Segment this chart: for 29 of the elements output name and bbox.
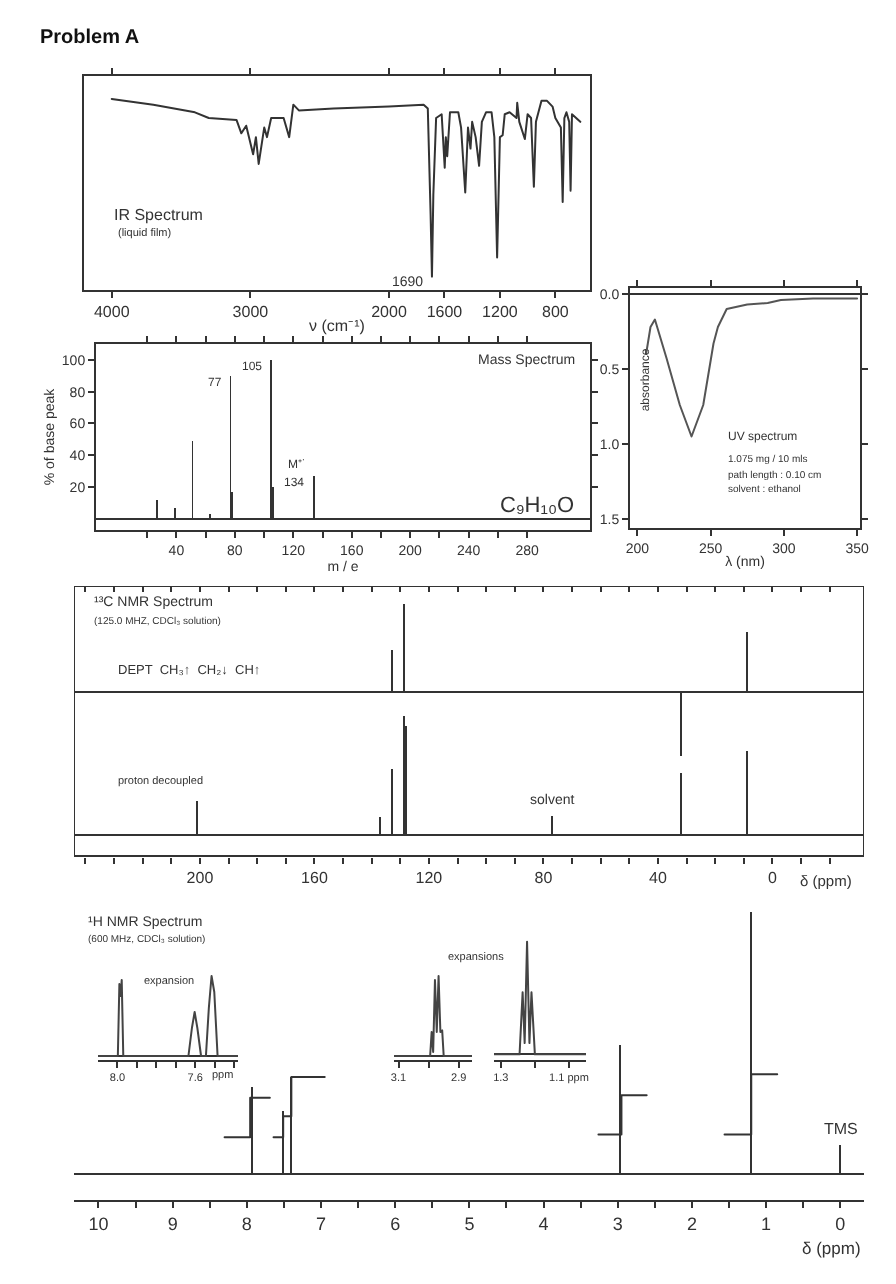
x-tick-label: 0 xyxy=(835,1213,846,1234)
x-tick-label: 6 xyxy=(390,1213,401,1234)
x-tick-label: 4000 xyxy=(93,303,131,322)
x-tick-label: 1600 xyxy=(426,303,464,322)
annotation: IR Spectrum xyxy=(114,206,204,224)
x-tick-label: 10 xyxy=(88,1213,109,1234)
x-tick-label: 40 xyxy=(649,869,668,888)
chart-title: Problem A xyxy=(40,27,140,49)
x-tick-label: 8 xyxy=(241,1213,252,1234)
x-tick-label: 3000 xyxy=(232,303,270,322)
x-axis-title: δ (ppm) xyxy=(802,1238,861,1258)
x-tick-label: 1 xyxy=(761,1213,772,1234)
annotation: TMS xyxy=(824,1120,858,1138)
x-tick-label: 80 xyxy=(534,869,554,888)
x-tick-label: 200 xyxy=(186,869,215,888)
x-axis-title: ν (cm⁻¹) xyxy=(309,317,366,336)
x-tick-label: 4 xyxy=(538,1213,549,1234)
x-tick-label: 800 xyxy=(541,303,570,322)
x-tick-label: 3 xyxy=(612,1213,623,1234)
x-tick-label: 2000 xyxy=(371,303,408,322)
x-tick-label: 2 xyxy=(686,1213,697,1234)
x-tick-label: 1200 xyxy=(482,303,519,322)
x-tick-label: 5 xyxy=(464,1213,475,1234)
x-tick-label: 7 xyxy=(316,1213,327,1234)
x-tick-label: 9 xyxy=(167,1213,178,1234)
x-tick-label: 0 xyxy=(767,869,778,888)
x-tick-label: 120 xyxy=(415,869,444,888)
x-tick-label: 160 xyxy=(301,869,329,888)
annotation: C₉H₁₀O xyxy=(500,494,576,518)
